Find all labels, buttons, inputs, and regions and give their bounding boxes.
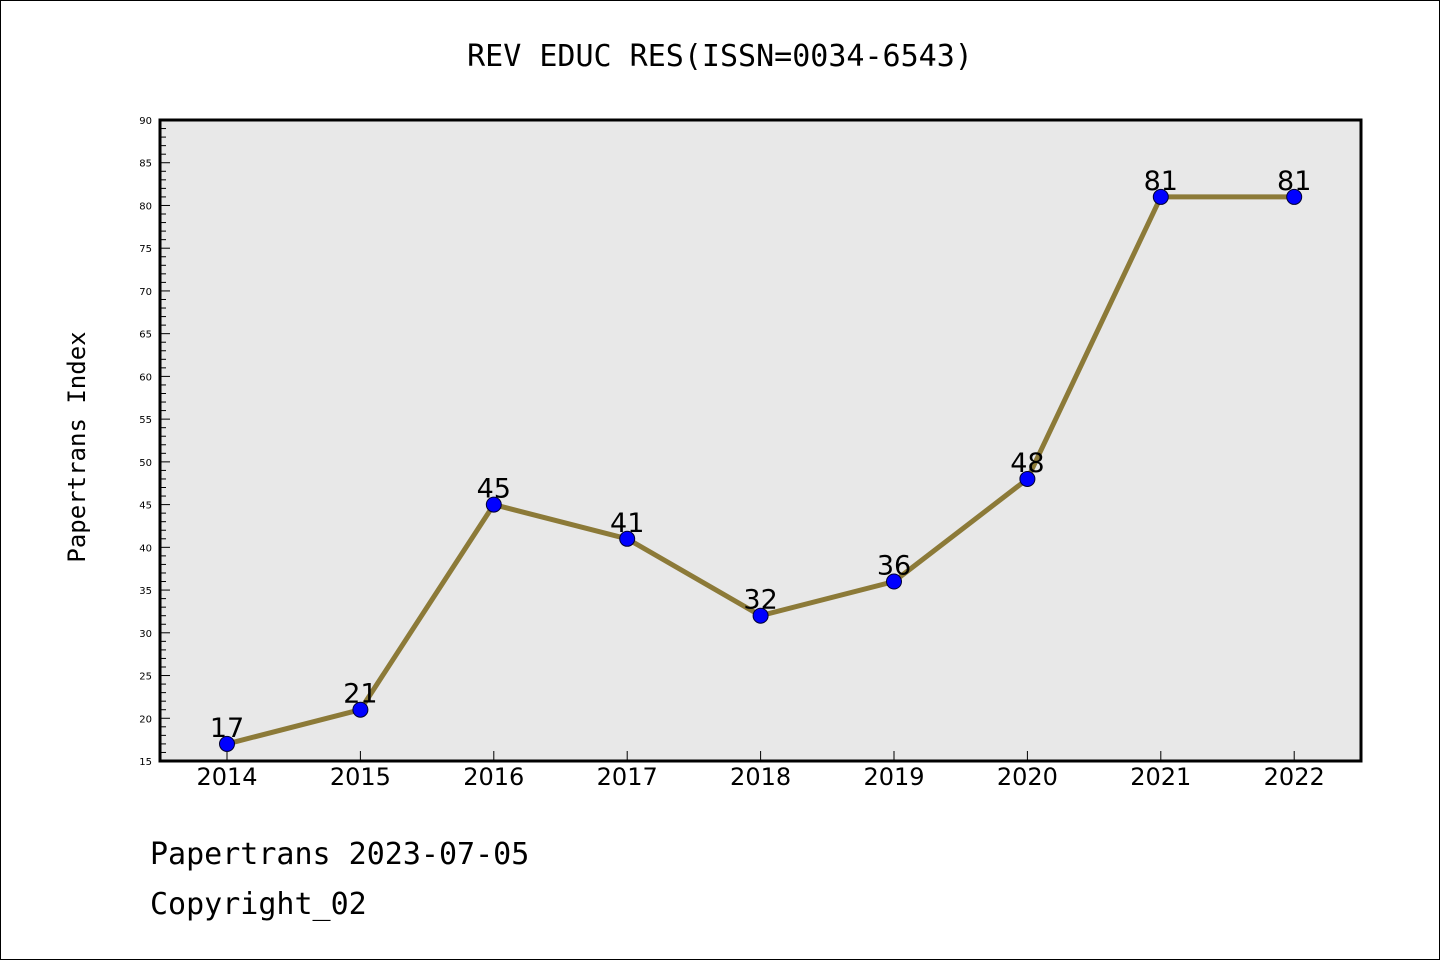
x-tick-label: 2017: [597, 763, 658, 791]
y-tick-label: 85: [139, 159, 152, 170]
y-tick-label: 70: [139, 287, 152, 298]
data-point: [886, 573, 902, 590]
data-point: [1019, 470, 1036, 487]
data-point: [352, 701, 369, 718]
y-tick-label: 30: [139, 629, 152, 640]
data-label: 81: [1144, 166, 1178, 197]
data-label: 36: [877, 551, 911, 582]
y-tick-label: 20: [139, 714, 152, 725]
y-tick-label: 75: [139, 244, 152, 255]
x-axis: 2014 2015 2016 2017 2018 2019 2020 2021 2022: [196, 751, 1325, 791]
y-tick-label: 45: [139, 501, 152, 512]
x-tick-label: 2014: [196, 763, 257, 791]
x-tick-label: 2022: [1264, 763, 1325, 791]
y-tick-label: 80: [139, 201, 152, 212]
data-label: 41: [610, 508, 644, 539]
data-point: [619, 530, 636, 547]
data-label: 21: [343, 679, 377, 710]
data-label-group: 17 21 45 41 32 36 48 81 81: [210, 166, 1312, 744]
data-label: 17: [210, 713, 244, 744]
y-tick-label: 40: [139, 543, 152, 554]
x-tick-label: 2016: [463, 763, 524, 791]
data-point: [1286, 188, 1303, 205]
data-point: [752, 607, 769, 624]
data-point: [219, 735, 235, 752]
x-tick-label: 2020: [997, 763, 1058, 791]
data-label: 48: [1010, 448, 1044, 479]
x-tick-label: 2019: [863, 763, 924, 791]
y-tick-label: 60: [139, 372, 152, 383]
data-label: 45: [477, 474, 511, 505]
data-label: 32: [743, 585, 777, 616]
y-tick-label: 90: [139, 116, 152, 127]
footer-copyright: Copyright_02: [150, 887, 367, 922]
data-point: [1152, 188, 1169, 205]
y-tick-label: 50: [139, 458, 152, 469]
y-tick-label: 55: [139, 415, 152, 426]
x-tick-label: 2021: [1130, 763, 1191, 791]
plot-frame: [158, 118, 1363, 763]
chart-title: REV EDUC RES(ISSN=0034-6543): [467, 39, 973, 74]
y-axis-label: Papertrans Index: [63, 331, 91, 562]
x-tick-label: 2015: [330, 763, 391, 791]
y-tick-label: 15: [139, 757, 152, 768]
footer-date: Papertrans 2023-07-05: [150, 837, 529, 872]
y-tick-label: 25: [139, 672, 152, 683]
data-point: [485, 496, 502, 513]
y-tick-label: 35: [139, 586, 152, 597]
series-group: [219, 188, 1303, 752]
plot-area: [160, 120, 1361, 761]
x-tick-label: 2018: [730, 763, 791, 791]
data-label: 81: [1277, 166, 1311, 197]
y-tick-label: 65: [139, 330, 152, 341]
